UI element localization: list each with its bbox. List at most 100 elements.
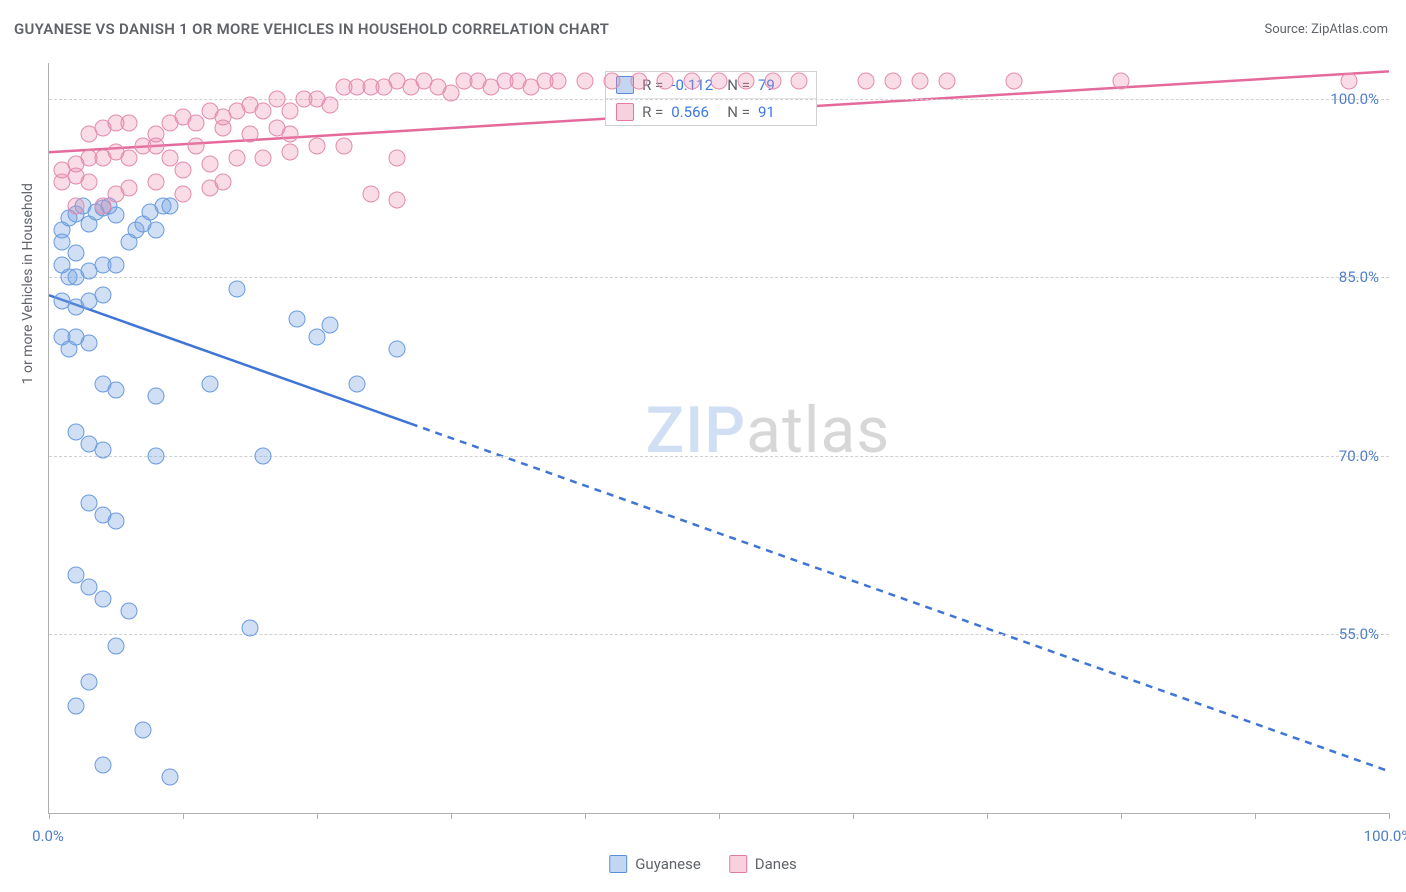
- y-tick-label: 55.0%: [1339, 625, 1379, 643]
- scatter-point: [1113, 72, 1130, 89]
- scatter-point: [54, 162, 71, 179]
- scatter-point: [134, 721, 151, 738]
- scatter-point: [108, 257, 125, 274]
- scatter-point: [81, 674, 98, 691]
- scatter-point: [255, 150, 272, 167]
- x-tick: [317, 813, 318, 819]
- x-tick: [451, 813, 452, 819]
- scatter-point: [282, 144, 299, 161]
- scatter-point: [175, 185, 192, 202]
- scatter-point: [94, 590, 111, 607]
- scatter-point: [335, 138, 352, 155]
- scatter-point: [94, 757, 111, 774]
- source-credit: Source: ZipAtlas.com: [1264, 22, 1388, 37]
- scatter-point: [1005, 72, 1022, 89]
- scatter-point: [121, 180, 138, 197]
- source-prefix: Source:: [1264, 22, 1311, 37]
- trend-line: [411, 424, 1389, 772]
- legend-item-guyanese: Guyanese: [609, 855, 701, 873]
- scatter-point: [121, 114, 138, 131]
- scatter-point: [255, 102, 272, 119]
- legend-label-guyanese: Guyanese: [635, 855, 701, 873]
- y-tick-label: 85.0%: [1339, 268, 1379, 286]
- scatter-point: [791, 72, 808, 89]
- scatter-point: [161, 197, 178, 214]
- scatter-point: [108, 513, 125, 530]
- scatter-point: [108, 382, 125, 399]
- scatter-point: [228, 150, 245, 167]
- scatter-point: [201, 180, 218, 197]
- source-link[interactable]: ZipAtlas.com: [1311, 22, 1388, 37]
- scatter-point: [309, 138, 326, 155]
- scatter-point: [938, 72, 955, 89]
- scatter-point: [242, 126, 259, 143]
- scatter-point: [389, 340, 406, 357]
- chart-title: GUYANESE VS DANISH 1 OR MORE VEHICLES IN…: [14, 20, 609, 38]
- scatter-point: [309, 328, 326, 345]
- scatter-point: [148, 126, 165, 143]
- stats-r-label: R =: [642, 103, 663, 121]
- y-tick-label: 70.0%: [1339, 447, 1379, 465]
- scatter-point: [188, 114, 205, 131]
- stats-n-value: 91: [758, 103, 806, 121]
- scatter-point: [94, 441, 111, 458]
- legend-item-danes: Danes: [729, 855, 797, 873]
- scatter-point: [885, 72, 902, 89]
- scatter-point: [242, 620, 259, 637]
- trend-line: [49, 295, 411, 424]
- scatter-point: [577, 72, 594, 89]
- scatter-point: [711, 72, 728, 89]
- scatter-point: [148, 388, 165, 405]
- x-tick: [853, 813, 854, 819]
- plot-area: ZIPatlas R = -0.112 N = 79 R = 0.566 N =…: [48, 63, 1389, 814]
- scatter-point: [630, 72, 647, 89]
- scatter-point: [737, 72, 754, 89]
- scatter-point: [175, 162, 192, 179]
- scatter-point: [67, 197, 84, 214]
- legend: Guyanese Danes: [609, 855, 797, 873]
- y-axis-label: 1 or more Vehicles in Household: [20, 183, 36, 384]
- scatter-point: [108, 638, 125, 655]
- scatter-point: [228, 281, 245, 298]
- scatter-point: [148, 174, 165, 191]
- scatter-point: [121, 602, 138, 619]
- scatter-point: [282, 126, 299, 143]
- scatter-point: [858, 72, 875, 89]
- stats-row-danes: R = 0.566 N = 91: [606, 99, 816, 125]
- scatter-point: [67, 697, 84, 714]
- scatter-point: [81, 174, 98, 191]
- stats-r-value: 0.566: [671, 103, 719, 121]
- x-tick: [585, 813, 586, 819]
- x-tick: [719, 813, 720, 819]
- trend-lines: [49, 63, 1389, 813]
- scatter-point: [288, 310, 305, 327]
- x-tick: [1255, 813, 1256, 819]
- scatter-point: [215, 120, 232, 137]
- scatter-point: [282, 102, 299, 119]
- legend-swatch-guyanese: [609, 855, 627, 873]
- scatter-point: [148, 447, 165, 464]
- scatter-point: [322, 96, 339, 113]
- scatter-point: [121, 150, 138, 167]
- scatter-point: [188, 138, 205, 155]
- swatch-danes: [616, 103, 634, 121]
- scatter-point: [912, 72, 929, 89]
- scatter-point: [322, 316, 339, 333]
- y-tick-label: 100.0%: [1330, 90, 1379, 108]
- scatter-point: [657, 72, 674, 89]
- x-tick: [1121, 813, 1122, 819]
- scatter-point: [684, 72, 701, 89]
- scatter-point: [362, 185, 379, 202]
- scatter-point: [81, 334, 98, 351]
- scatter-point: [1340, 72, 1357, 89]
- chart-container: 1 or more Vehicles in Household ZIPatlas…: [0, 55, 1406, 875]
- scatter-point: [443, 84, 460, 101]
- scatter-point: [349, 376, 366, 393]
- scatter-point: [201, 156, 218, 173]
- x-tick-label: 0.0%: [32, 827, 64, 845]
- x-tick: [49, 813, 50, 819]
- scatter-point: [389, 150, 406, 167]
- legend-label-danes: Danes: [755, 855, 797, 873]
- scatter-point: [764, 72, 781, 89]
- x-tick: [183, 813, 184, 819]
